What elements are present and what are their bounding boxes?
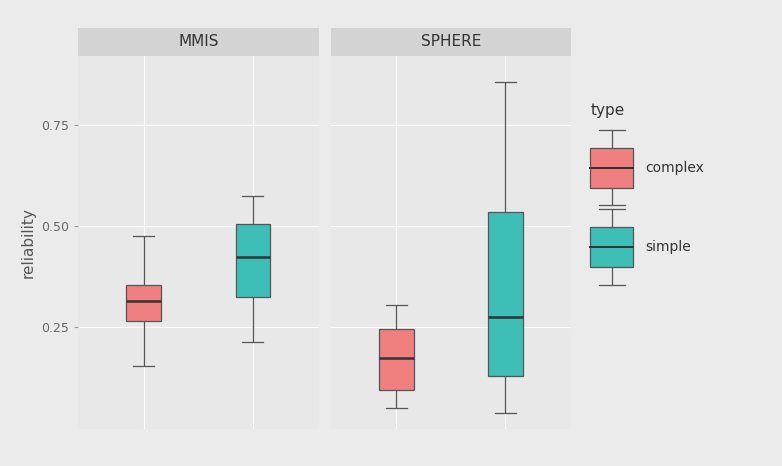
Text: simple: simple xyxy=(645,240,691,254)
Text: type: type xyxy=(590,103,625,117)
Text: complex: complex xyxy=(645,161,704,175)
Bar xyxy=(235,224,271,297)
Y-axis label: reliability: reliability xyxy=(20,207,36,278)
Bar xyxy=(488,212,523,376)
Bar xyxy=(126,285,161,322)
Text: MMIS: MMIS xyxy=(178,34,219,49)
Text: SPHERE: SPHERE xyxy=(421,34,481,49)
Bar xyxy=(378,329,414,390)
